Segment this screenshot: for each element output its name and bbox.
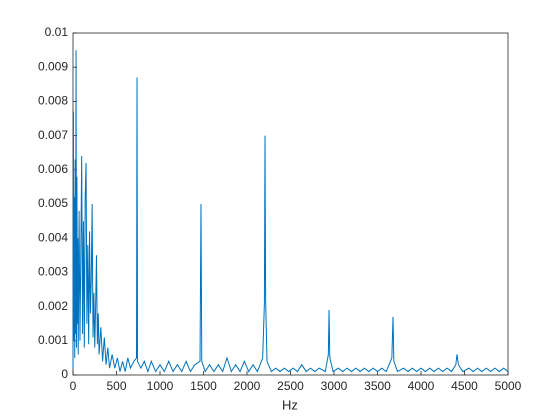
y-tick-label: 0.003 [38, 265, 68, 279]
y-tick-label: 0.005 [38, 196, 68, 210]
y-tick-label: 0.008 [38, 94, 68, 108]
x-tick-label: 3500 [364, 379, 391, 393]
x-tick-label: 1500 [190, 379, 217, 393]
y-tick-label: 0.002 [38, 299, 68, 313]
x-tick-label: 2500 [277, 379, 304, 393]
x-tick-label: 3000 [321, 379, 348, 393]
y-tick-label: 0.004 [38, 230, 68, 244]
x-tick-label: 0 [70, 379, 77, 393]
x-axis-label: Hz [282, 397, 298, 412]
axes-box [72, 32, 509, 376]
x-tick-label: 500 [106, 379, 126, 393]
x-tick-label: 4500 [451, 379, 478, 393]
y-tick-label: 0.006 [38, 162, 68, 176]
y-tick-label: 0.007 [38, 128, 68, 142]
y-tick-label: 0.01 [45, 25, 69, 39]
y-tick-label: 0.001 [38, 333, 68, 347]
x-tick-label: 2000 [234, 379, 261, 393]
x-tick-label: 4000 [408, 379, 435, 393]
spectrum-line [72, 50, 509, 374]
y-tick-label: 0 [61, 367, 68, 381]
y-tick-label: 0.009 [38, 59, 68, 73]
x-tick-label: 5000 [495, 379, 522, 393]
x-tick-label: 1000 [147, 379, 174, 393]
